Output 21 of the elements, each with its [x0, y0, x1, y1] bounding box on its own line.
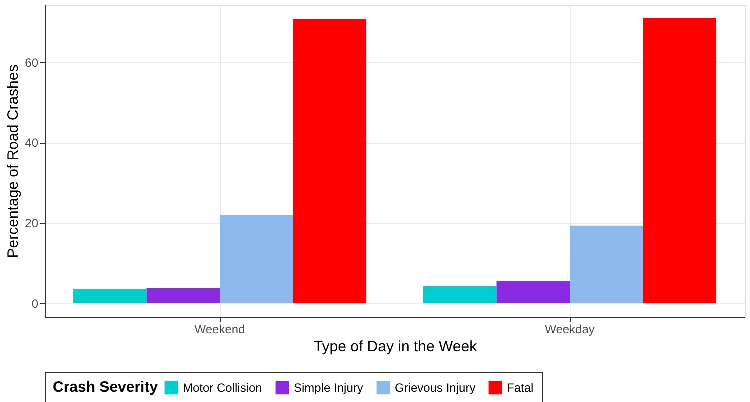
legend-label: Fatal	[507, 380, 534, 395]
bar	[220, 215, 294, 304]
bar	[73, 289, 147, 304]
y-tick-label: 60	[25, 56, 39, 70]
y-axis-title: Percentage of Road Crashes	[5, 64, 22, 258]
bar	[146, 288, 220, 304]
y-tick-label: 0	[32, 296, 39, 311]
legend-label: Motor Collision	[183, 380, 262, 395]
bar	[570, 226, 644, 304]
legend-title: Crash Severity	[53, 379, 159, 396]
x-axis-title: Type of Day in the Week	[314, 338, 478, 356]
x-tick-label: Weekend	[194, 322, 246, 336]
bar	[643, 18, 717, 304]
bar	[293, 19, 367, 304]
bar	[423, 286, 497, 304]
y-tick-label: 20	[25, 216, 39, 231]
x-tick-label: Weekday	[545, 322, 595, 336]
legend-label: Grievous Injury	[395, 380, 476, 395]
bar	[496, 281, 570, 304]
legend-label: Simple Injury	[294, 380, 364, 395]
y-tick-label: 40	[25, 136, 39, 150]
